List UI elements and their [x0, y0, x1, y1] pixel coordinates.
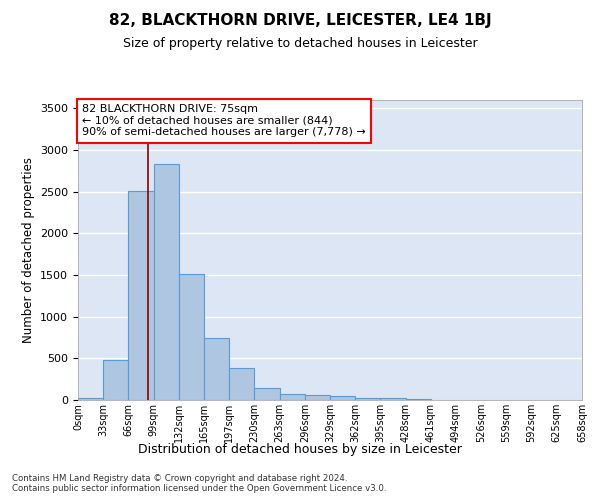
Text: Distribution of detached houses by size in Leicester: Distribution of detached houses by size … [138, 442, 462, 456]
Bar [179, 274, 204, 400]
Text: 82 BLACKTHORN DRIVE: 75sqm
← 10% of detached houses are smaller (844)
90% of sem: 82 BLACKTHORN DRIVE: 75sqm ← 10% of deta… [82, 104, 366, 138]
Bar [128, 191, 154, 400]
Bar [330, 396, 355, 400]
Bar [103, 360, 128, 400]
Bar [380, 398, 406, 400]
Text: Contains HM Land Registry data © Crown copyright and database right 2024.: Contains HM Land Registry data © Crown c… [12, 474, 347, 483]
Text: Size of property relative to detached houses in Leicester: Size of property relative to detached ho… [122, 38, 478, 51]
Bar [78, 398, 103, 400]
Bar [204, 338, 229, 400]
Bar [355, 398, 380, 400]
Bar [254, 388, 280, 400]
Bar [406, 399, 431, 400]
Bar [154, 164, 179, 400]
Bar [229, 368, 254, 400]
Y-axis label: Number of detached properties: Number of detached properties [22, 157, 35, 343]
Text: Contains public sector information licensed under the Open Government Licence v3: Contains public sector information licen… [12, 484, 386, 493]
Text: 82, BLACKTHORN DRIVE, LEICESTER, LE4 1BJ: 82, BLACKTHORN DRIVE, LEICESTER, LE4 1BJ [109, 12, 491, 28]
Bar [305, 396, 330, 400]
Bar [280, 394, 305, 400]
